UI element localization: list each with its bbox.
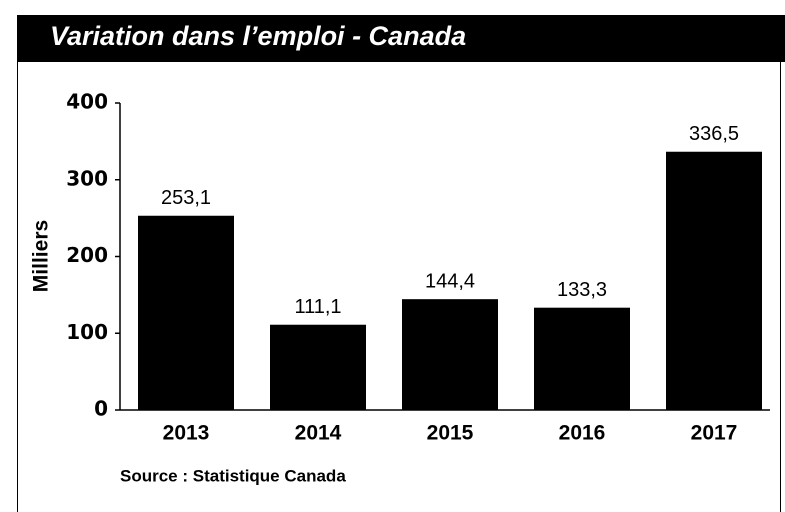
bar <box>534 307 630 410</box>
chart-title: Variation dans l’emploi - Canada <box>50 21 466 51</box>
header-banner <box>17 15 785 62</box>
y-tick-label: 100 <box>66 320 108 344</box>
x-tick-label: 2017 <box>691 422 738 445</box>
value-label: 253,1 <box>161 187 211 209</box>
bar <box>402 299 498 410</box>
y-tick-label: 400 <box>66 90 108 114</box>
x-tick-label: 2015 <box>427 422 474 445</box>
value-label: 111,1 <box>294 296 341 318</box>
source: Source : Statistique Canada <box>120 466 346 485</box>
value-label: 144,4 <box>425 270 475 292</box>
y-tick-label: 200 <box>66 243 108 267</box>
bar <box>666 151 762 410</box>
value-label: 336,5 <box>689 123 739 145</box>
bar <box>138 215 234 410</box>
x-tick-label: 2016 <box>559 422 606 445</box>
y-axis-label: Milliers <box>30 220 53 292</box>
x-tick-label: 2013 <box>163 422 210 445</box>
value-label: 133,3 <box>557 279 607 301</box>
x-tick-label: 2014 <box>295 422 342 445</box>
bar <box>270 324 366 410</box>
y-tick-label: 0 <box>94 397 108 421</box>
y-tick-label: 300 <box>66 166 108 190</box>
